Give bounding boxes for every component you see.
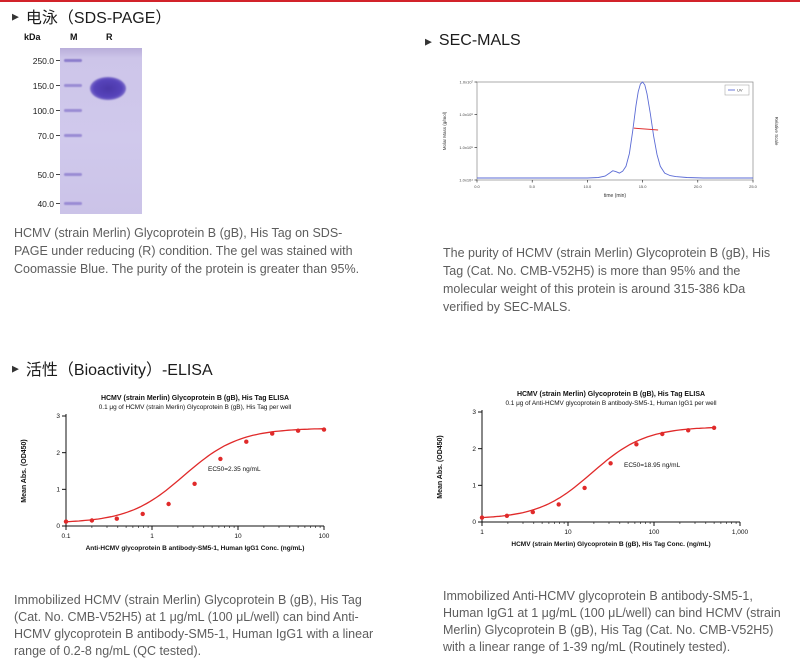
- svg-text:EC50=18.95 ng/mL: EC50=18.95 ng/mL: [624, 462, 681, 469]
- gel-tick: [56, 60, 60, 61]
- gel-band-m: [64, 202, 82, 205]
- svg-text:0.0: 0.0: [474, 184, 480, 189]
- svg-text:1.0x10⁷: 1.0x10⁷: [460, 80, 474, 85]
- gel-tick: [56, 110, 60, 111]
- svg-text:Mean Abs. (OD450): Mean Abs. (OD450): [437, 435, 444, 499]
- sec-mals-title: SEC-MALS: [438, 32, 521, 49]
- bioactivity-right-description: Immobilized Anti-HCMV glycoprotein B ant…: [443, 589, 781, 654]
- bioactivity-section: ▶ 活性（Bioactivity）-ELISA HCMV (strain Mer…: [0, 341, 800, 658]
- svg-text:1.0x10⁵: 1.0x10⁵: [459, 145, 473, 150]
- elisa-chart-right: HCMV (strain Merlin) Glycoprotein B (gB)…: [437, 391, 749, 548]
- svg-text:10: 10: [234, 533, 242, 540]
- sds-page-description: HCMV (strain Merlin) Glycoprotein B (gB)…: [14, 226, 360, 276]
- sds-page-title: 电泳（SDS-PAGE）: [25, 10, 172, 27]
- gel-band-r: [90, 77, 126, 100]
- svg-text:25.0: 25.0: [749, 184, 758, 189]
- gel-marker-40: 40.0: [37, 199, 54, 209]
- bioactivity-left-description: Immobilized HCMV (strain Merlin) Glycopr…: [14, 593, 374, 658]
- svg-text:1.0x10⁶: 1.0x10⁶: [459, 112, 473, 117]
- triangle-bullet-icon: ▶: [425, 36, 432, 46]
- gel-marker-250: 250.0: [32, 56, 54, 66]
- gel-band-m: [64, 173, 82, 176]
- svg-text:Relative Scale: Relative Scale: [774, 117, 779, 146]
- sec-mals-section: ▶ SEC-MALS 1.0x10⁷ 1.0x10⁶ 1.0x10⁵ 1.0x10⁴ 0…: [420, 28, 800, 338]
- sds-page-gel-image: kDa M R 250.0 150.0 100.0 70.0 50.0 40.0: [22, 30, 148, 218]
- svg-text:2: 2: [56, 450, 60, 457]
- svg-text:3: 3: [472, 409, 476, 416]
- svg-text:1: 1: [56, 487, 60, 494]
- gel-lanes-area: [60, 48, 142, 214]
- svg-text:0.1 μg of Anti-HCMV glycoprote: 0.1 μg of Anti-HCMV glycoprotein B antib…: [505, 400, 716, 407]
- svg-text:0: 0: [472, 519, 476, 526]
- gel-tick: [56, 135, 60, 136]
- svg-text:UV: UV: [737, 88, 743, 93]
- svg-text:Molar Mass (g/mol): Molar Mass (g/mol): [442, 111, 447, 150]
- gel-band-m: [64, 134, 82, 137]
- gel-band-m: [64, 59, 82, 62]
- svg-text:0.1 μg of HCMV (strain Merlin): 0.1 μg of HCMV (strain Merlin) Glycoprot…: [99, 404, 292, 411]
- gel-kda-label: kDa: [24, 32, 41, 42]
- bioactivity-heading: ▶ 活性（Bioactivity）-ELISA: [12, 356, 213, 380]
- triangle-bullet-icon: ▶: [12, 11, 19, 21]
- svg-text:3: 3: [56, 413, 60, 420]
- gel-tick: [56, 203, 60, 204]
- svg-text:100: 100: [319, 533, 330, 540]
- gel-tick: [56, 85, 60, 86]
- svg-text:10: 10: [564, 529, 572, 536]
- sec-mals-description: The purity of HCMV (strain Merlin) Glyco…: [443, 246, 771, 314]
- elisa-chart-left: HCMV (strain Merlin) Glycoprotein B (gB)…: [21, 395, 330, 552]
- svg-text:HCMV (strain Merlin) Glycoprot: HCMV (strain Merlin) Glycoprotein B (gB)…: [101, 395, 289, 402]
- svg-text:15.0: 15.0: [639, 184, 648, 189]
- gel-marker-100: 100.0: [32, 106, 54, 116]
- sds-page-section: ▶ 电泳（SDS-PAGE） kDa M R 250.0 150.0 100.0…: [0, 0, 410, 310]
- svg-text:100: 100: [649, 529, 660, 536]
- svg-text:Anti-HCMV glycoprotein B antib: Anti-HCMV glycoprotein B antibody-SM5-1,…: [86, 545, 305, 552]
- svg-text:0: 0: [56, 523, 60, 530]
- svg-text:1,000: 1,000: [732, 529, 749, 536]
- svg-text:1: 1: [480, 529, 484, 536]
- svg-text:HCMV (strain Merlin) Glycoprot: HCMV (strain Merlin) Glycoprotein B (gB)…: [517, 391, 705, 398]
- gel-tick: [56, 174, 60, 175]
- svg-text:0.1: 0.1: [61, 533, 70, 540]
- svg-text:HCMV (strain Merlin) Glycoprot: HCMV (strain Merlin) Glycoprotein B (gB)…: [511, 541, 710, 548]
- gel-marker-50: 50.0: [37, 170, 54, 180]
- gel-band-m: [64, 109, 82, 112]
- svg-text:10.0: 10.0: [584, 184, 593, 189]
- gel-marker-70: 70.0: [37, 131, 54, 141]
- sec-mals-heading: ▶ SEC-MALS: [425, 32, 521, 50]
- svg-text:20.0: 20.0: [694, 184, 703, 189]
- sds-page-heading: ▶ 电泳（SDS-PAGE）: [12, 4, 171, 28]
- svg-text:1.0x10⁴: 1.0x10⁴: [459, 178, 473, 183]
- svg-text:time (min): time (min): [604, 193, 627, 199]
- svg-text:2: 2: [472, 446, 476, 453]
- svg-text:Mean Abs. (OD450): Mean Abs. (OD450): [21, 439, 28, 503]
- gel-lane-r-label: R: [106, 32, 113, 42]
- gel-marker-150: 150.0: [32, 81, 54, 91]
- svg-text:5.0: 5.0: [529, 184, 535, 189]
- svg-text:1: 1: [150, 533, 154, 540]
- bottom-divider: [0, 0, 800, 2]
- triangle-bullet-icon: ▶: [12, 363, 19, 373]
- svg-text:EC50=2.35 ng/mL: EC50=2.35 ng/mL: [208, 466, 261, 473]
- svg-text:1: 1: [472, 483, 476, 490]
- gel-lane-m-label: M: [70, 32, 78, 42]
- bioactivity-title: 活性（Bioactivity）-ELISA: [25, 362, 213, 379]
- gel-band-m: [64, 84, 82, 87]
